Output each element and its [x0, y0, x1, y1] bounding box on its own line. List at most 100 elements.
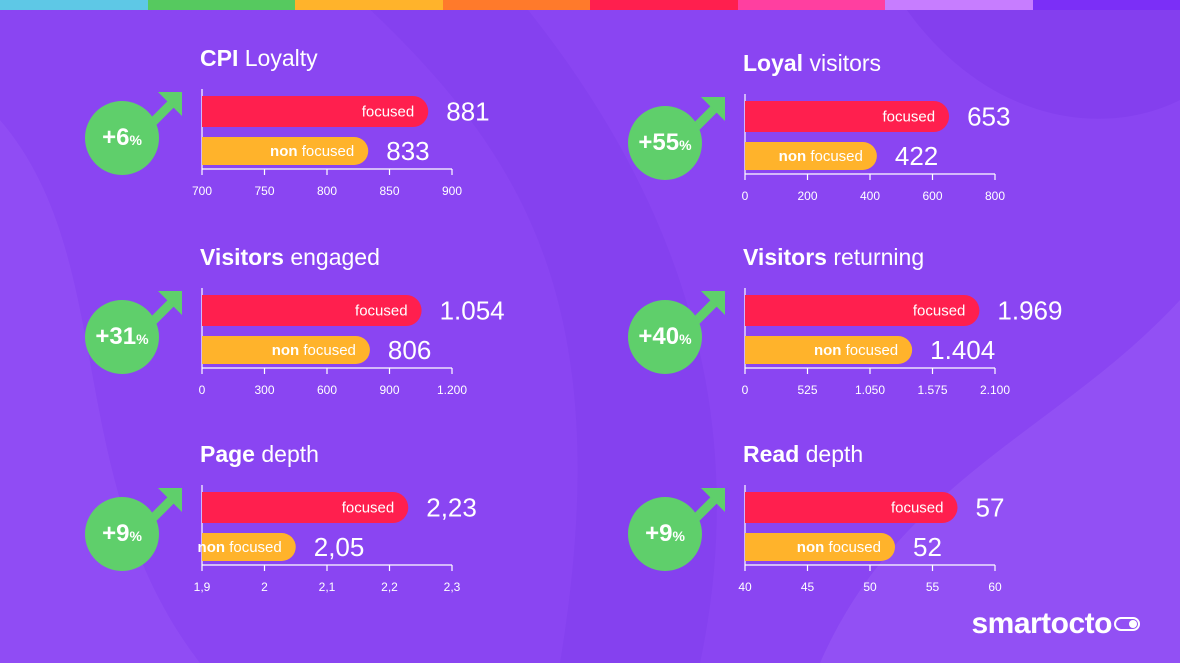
x-tick-label: 2,2	[381, 580, 398, 594]
bar-square-start	[745, 295, 776, 326]
stripe-6	[885, 0, 1033, 10]
bar-focused	[745, 492, 958, 523]
bar-category-label-bold: non	[779, 148, 811, 165]
growth-percent-sign: %	[679, 331, 692, 347]
growth-badge-label: +9%	[85, 520, 159, 548]
chart-title: Visitors returning	[743, 244, 924, 271]
growth-percent-sign: %	[136, 331, 149, 347]
growth-value: +31	[95, 323, 137, 350]
bar-non-focused	[202, 336, 370, 364]
x-tick-label: 45	[801, 580, 815, 594]
bar-category-label: focused	[355, 303, 408, 320]
chart-title: Read depth	[743, 441, 863, 468]
bar-square-start	[745, 101, 776, 132]
chart-title: CPI Loyalty	[200, 45, 318, 72]
chart-title-bold: Read	[743, 441, 800, 467]
growth-percent-sign: %	[129, 132, 142, 148]
bar-category-label: non focused	[270, 143, 354, 160]
bar-value-label: 833	[386, 136, 429, 166]
panel-cpi-loyalty: CPI Loyalty +6% 700 750 800 850 900 focused 881 n…	[85, 45, 545, 225]
x-tick-label: 2,1	[319, 580, 336, 594]
x-tick-label: 400	[860, 189, 880, 203]
bar-value-label: 1.969	[997, 296, 1062, 326]
x-tick-label: 700	[192, 184, 212, 198]
stripe-0	[0, 0, 148, 10]
chart-title-bold: Visitors	[200, 244, 284, 270]
stripe-7	[1032, 0, 1180, 10]
x-tick-label: 0	[742, 383, 749, 397]
bar-value-label: 2,23	[426, 493, 477, 523]
x-tick-label: 900	[442, 184, 462, 198]
bar-focused	[202, 492, 409, 523]
chart-title: Page depth	[200, 441, 319, 468]
x-tick-label: 850	[379, 184, 399, 198]
panel-read-depth: Read depth +9% 40 45 50 55 60 focused 57 non focu…	[628, 441, 1088, 621]
x-tick-label: 55	[926, 580, 940, 594]
bar-category-label-bold: non	[797, 539, 829, 556]
bar-chart: 0 525 1.050 1.575 2.100 focused 1.969 non focus…	[742, 288, 1062, 397]
bar-category-label: non focused	[272, 342, 356, 359]
bar-category-label-bold: non	[272, 342, 304, 359]
chart-title-rest: engaged	[283, 244, 380, 270]
chart-title-rest: returning	[826, 244, 925, 270]
growth-badge-icon	[85, 488, 182, 571]
bar-square-start	[202, 336, 230, 364]
x-tick-label: 2	[261, 580, 268, 594]
x-tick-label: 525	[797, 383, 817, 397]
bar-chart: 700 750 800 850 900 focused 881 non focused 833	[192, 89, 490, 198]
stripe-3	[442, 0, 590, 10]
bar-category-label-rest: focused	[810, 148, 863, 165]
bar-category-label: non focused	[797, 539, 881, 556]
panel-visitors-engaged: Visitors engaged +31% 0 300 600 900 1.200 focus…	[85, 244, 545, 424]
x-tick-label: 0	[199, 383, 206, 397]
growth-percent-sign: %	[672, 528, 685, 544]
bar-non-focused	[202, 137, 369, 165]
chart-title-rest: depth	[799, 441, 864, 467]
growth-badge-icon	[85, 291, 182, 374]
bar-square-start	[202, 533, 230, 561]
x-tick-label: 2.100	[980, 383, 1010, 397]
bar-focused	[202, 295, 422, 326]
bar-chart: 40 45 50 55 60 focused 57 non focused 52	[738, 485, 1004, 594]
x-tick-label: 600	[317, 383, 337, 397]
bar-focused	[745, 101, 950, 132]
bar-square-start	[745, 336, 773, 364]
x-tick-label: 1.050	[855, 383, 885, 397]
bar-square-start	[202, 492, 233, 523]
bar-category-label-bold: non	[814, 342, 846, 359]
bar-category-label: non focused	[779, 148, 863, 165]
bar-category-label: focused	[913, 303, 966, 320]
x-tick-label: 750	[254, 184, 274, 198]
panel-page-depth: Page depth +9% 1,9 2 2,1 2,2 2,3 focused 2,23 non…	[85, 441, 545, 621]
chart-title-bold: Page	[200, 441, 255, 467]
x-tick-label: 2,3	[444, 580, 461, 594]
top-color-stripe	[0, 0, 1180, 10]
chart-title: Visitors engaged	[200, 244, 380, 271]
growth-badge-icon	[628, 488, 725, 571]
growth-badge-icon	[628, 291, 725, 374]
logo-toggle-icon	[1114, 617, 1140, 631]
bar-value-label: 2,05	[314, 532, 365, 562]
growth-value: +40	[638, 323, 680, 350]
bar-non-focused	[745, 533, 895, 561]
chart-title-bold: Visitors	[743, 244, 827, 270]
x-tick-label: 1,9	[194, 580, 211, 594]
bar-chart: 0 300 600 900 1.200 focused 1.054 non focused 80…	[199, 288, 505, 397]
bar-category-label: focused	[891, 500, 944, 517]
bar-square-start	[202, 96, 233, 127]
x-tick-label: 800	[317, 184, 337, 198]
bar-value-label: 806	[388, 335, 431, 365]
bar-non-focused	[745, 142, 877, 170]
panel-visitors-returning: Visitors returning +40% 0 525 1.050 1.575 2.10…	[628, 244, 1088, 424]
growth-badge-label: +31%	[85, 323, 159, 351]
bar-category-label-rest: focused	[846, 342, 899, 359]
stripe-4	[590, 0, 738, 10]
growth-percent-sign: %	[129, 528, 142, 544]
stripe-5	[737, 0, 885, 10]
growth-badge-label: +55%	[628, 129, 702, 157]
x-tick-label: 900	[379, 383, 399, 397]
bar-category-label-rest: focused	[302, 143, 355, 160]
x-tick-label: 800	[985, 189, 1005, 203]
bar-square-start	[202, 295, 233, 326]
